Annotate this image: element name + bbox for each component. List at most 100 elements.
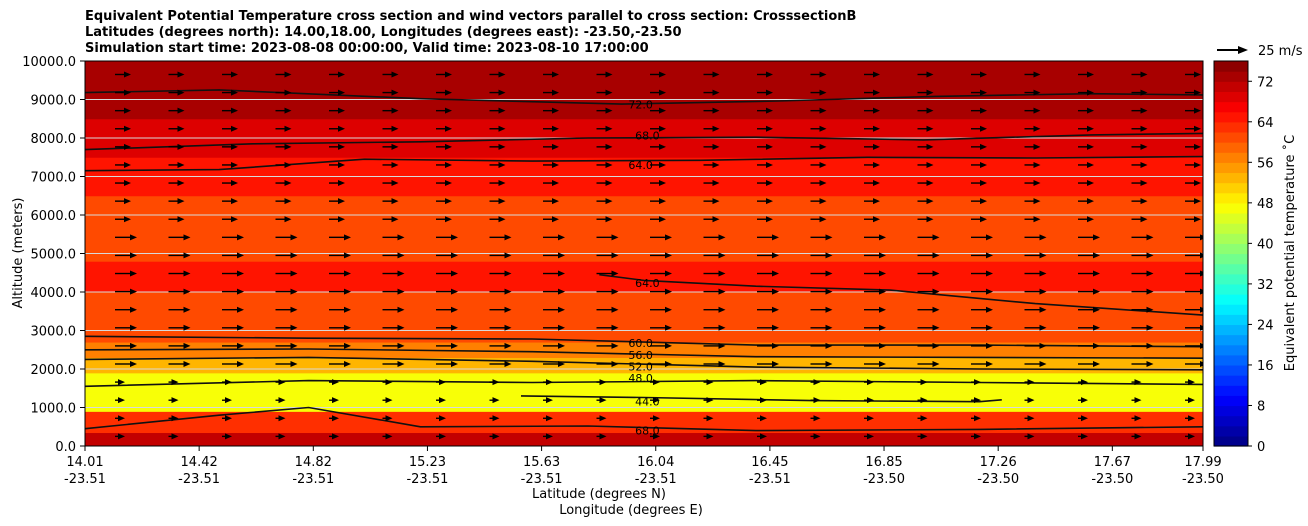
wind-vector-head-276 (284, 198, 292, 205)
wind-vector-head-402 (284, 89, 292, 96)
wind-vector-head-66 (278, 379, 286, 386)
quiver-key: 25 m/s (1217, 44, 1303, 59)
wind-vector-head-220 (665, 252, 672, 259)
wind-vector-head-346 (659, 143, 666, 150)
wind-vector-head-119 (879, 342, 886, 349)
colorbar-band-13 (1214, 304, 1248, 315)
wind-vector-head-17 (1027, 433, 1035, 440)
colorbar-tick-label-0: 0 (1257, 440, 1265, 455)
wind-vector-head-412 (819, 89, 827, 96)
wind-vector-head-301 (498, 180, 506, 187)
wind-vector-head-229 (1146, 252, 1154, 259)
wind-vector-head-315 (124, 161, 131, 168)
chart-title-line-3: Simulation start time: 2023-08-08 00:00:… (85, 41, 649, 56)
contour-label-4: 60.0 (628, 337, 653, 350)
wind-vector-head-199 (665, 270, 672, 277)
wind-vector-head-413 (873, 89, 880, 96)
colorbar-tick-label-6: 48 (1257, 197, 1274, 212)
wind-vector-head-182 (879, 288, 886, 295)
colorbar: 0 8 16 24 32 40 48 56 64 72 (1213, 60, 1274, 455)
wind-vector-head-204 (932, 270, 940, 277)
wind-vector-head-103 (1146, 360, 1154, 367)
theta-layer-6 (85, 292, 1203, 343)
wind-vector-head-219 (611, 252, 619, 259)
wind-vector-head-81 (1081, 379, 1088, 386)
wind-vector-head-433 (819, 71, 827, 78)
wind-vector-head-47 (385, 397, 393, 404)
wind-vector-head-424 (338, 71, 345, 78)
wind-vector-head-181 (825, 288, 833, 295)
wind-vector-head-83 (1188, 379, 1195, 386)
wind-vector-head-44 (225, 397, 232, 404)
wind-vector-head-311 (1033, 180, 1041, 187)
contour-line-4 (85, 335, 1203, 348)
wind-vector-head-331 (980, 161, 987, 168)
wind-vector-head-52 (653, 397, 660, 404)
wind-vector-head-347 (712, 143, 720, 150)
wind-vector-head-415 (980, 89, 987, 96)
wind-vector-head-384 (445, 107, 452, 114)
contour-line-2 (85, 155, 1203, 172)
wind-vector-head-251 (1200, 234, 1203, 241)
wind-vector-head-167 (1200, 306, 1203, 313)
wind-vector-head-321 (445, 161, 452, 168)
colorbar-band-27 (1214, 162, 1248, 174)
wind-vector-head-75 (760, 379, 767, 386)
wind-vector-head-320 (391, 161, 399, 168)
theta-layer-3 (85, 372, 1203, 393)
wind-vector-head-249 (1093, 234, 1100, 241)
wind-vector-head-304 (659, 180, 666, 187)
wind-vector-head-109 (344, 342, 351, 349)
wind-vector-head-377 (1194, 125, 1201, 132)
wind-vector-head-244 (825, 234, 833, 241)
contour-label-3: 64.0 (635, 277, 660, 290)
wind-vector-head-275 (231, 198, 238, 205)
wind-vector-head-274 (177, 198, 185, 205)
x-tick-lon-3: -23.51 (406, 472, 448, 487)
wind-vector-head-336 (124, 143, 131, 150)
wind-vector-head-281 (552, 198, 559, 205)
wind-vector-head-54 (760, 397, 767, 404)
wind-vector-head-160 (825, 306, 833, 313)
wind-vector-head-293 (1194, 198, 1201, 205)
wind-vector-head-84 (130, 360, 137, 367)
wind-vector-head-99 (932, 360, 940, 367)
colorbar-band-23 (1214, 202, 1248, 214)
wind-vector-head-240 (611, 234, 619, 241)
wind-vector-head-418 (1140, 89, 1148, 96)
wind-vector-head-25 (332, 415, 339, 422)
wind-vector-head-410 (712, 89, 720, 96)
wind-vector-head-176 (558, 288, 565, 295)
wind-vector-head-174 (451, 288, 458, 295)
wind-vector-head-329 (873, 161, 880, 168)
wind-vector-head-303 (605, 180, 613, 187)
wind-vector-head-224 (879, 252, 886, 259)
wind-vector-head-356 (1194, 143, 1201, 150)
wind-vector-head-80 (1027, 379, 1035, 386)
contour-label-2: 64.0 (628, 159, 653, 172)
x-axis-label-lon: Longitude (degrees E) (559, 503, 703, 518)
wind-vector-head-105 (130, 342, 137, 349)
wind-vector-head-416 (1033, 89, 1041, 96)
wind-vector-head-341 (391, 143, 399, 150)
wind-vector-head-247 (986, 234, 993, 241)
wind-vector-head-98 (879, 360, 886, 367)
wind-vector-head-27 (439, 415, 446, 422)
wind-vector-head-430 (659, 71, 666, 78)
wind-vector-head-74 (706, 379, 714, 386)
wind-vector-head-177 (611, 288, 619, 295)
wind-vector-head-236 (397, 234, 405, 241)
wind-vector-head-310 (980, 180, 987, 187)
colorbar-band-5 (1214, 385, 1248, 396)
wind-vector-head-428 (552, 71, 559, 78)
wind-vector-head-440 (1194, 71, 1201, 78)
wind-vector-head-63 (118, 379, 125, 386)
wind-vector-head-264 (766, 216, 773, 223)
wind-vector-head-339 (284, 143, 292, 150)
wind-vector-head-133 (504, 324, 512, 331)
wind-vector-head-296 (231, 180, 238, 187)
colorbar-band-37 (1214, 61, 1248, 72)
wind-vector-head-195 (451, 270, 458, 277)
wind-vector-head-43 (171, 397, 179, 404)
wind-vector-head-192 (290, 270, 298, 277)
